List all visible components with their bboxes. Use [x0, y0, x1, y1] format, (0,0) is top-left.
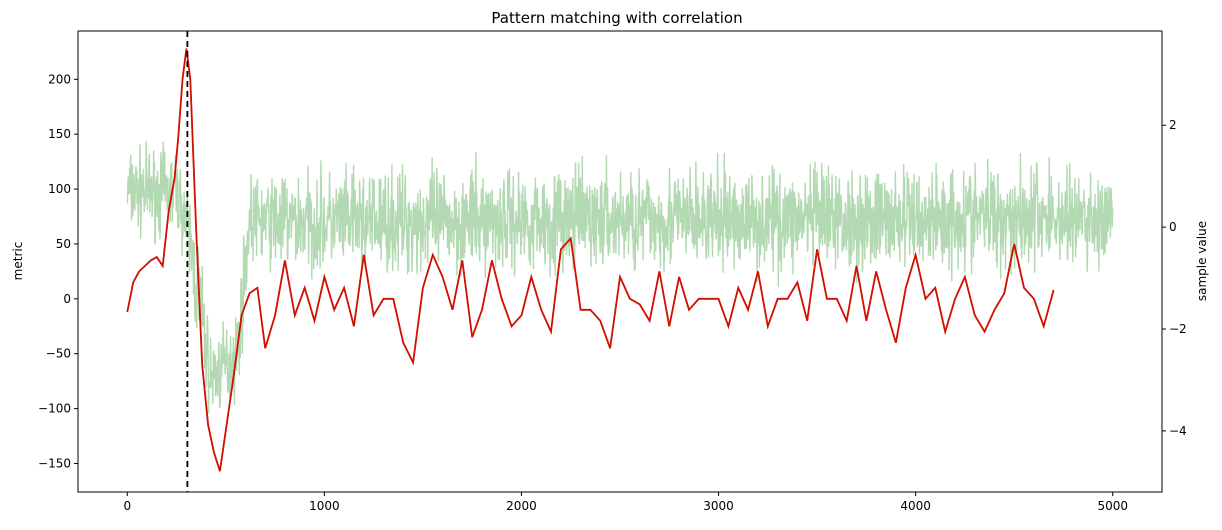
y-tick-label-right: 2 [1169, 118, 1177, 132]
y-tick-label-right: 0 [1169, 220, 1177, 234]
x-tick-label: 3000 [703, 499, 734, 513]
correlation-metric-line [126, 48, 1055, 472]
series-layer [126, 48, 1114, 472]
y-tick-label-left: 200 [48, 72, 71, 86]
y-tick-label-left: 150 [48, 127, 71, 141]
y-tick-label-left: −50 [46, 347, 71, 361]
x-tick-label: 4000 [900, 499, 931, 513]
chart-title: Pattern matching with correlation [491, 9, 742, 27]
correlation-metric-overlay [126, 48, 1055, 472]
x-tick-label: 2000 [506, 499, 537, 513]
sample-signal-line [126, 140, 1114, 414]
y-tick-label-right: −4 [1169, 424, 1187, 438]
y-axis-label-right: sample value [1195, 221, 1209, 301]
y-tick-label-left: −150 [38, 456, 71, 470]
x-axis: 0 1000 2000 3000 4000 5000 [123, 492, 1128, 513]
x-tick-label: 0 [123, 499, 131, 513]
y-tick-label-left: 0 [63, 292, 71, 306]
plot-frame [77, 30, 1163, 493]
y-axis-label-left: metric [11, 242, 25, 281]
y-axis-right: −4 −2 0 2 [1162, 118, 1187, 438]
y-tick-label-right: −2 [1169, 322, 1187, 336]
x-tick-label: 5000 [1097, 499, 1128, 513]
y-axis-left: −150 −100 −50 0 50 100 150 200 [38, 72, 78, 470]
y-tick-label-left: 100 [48, 182, 71, 196]
x-tick-label: 1000 [309, 499, 340, 513]
y-tick-label-left: −100 [38, 402, 71, 416]
y-tick-label-left: 50 [56, 237, 71, 251]
